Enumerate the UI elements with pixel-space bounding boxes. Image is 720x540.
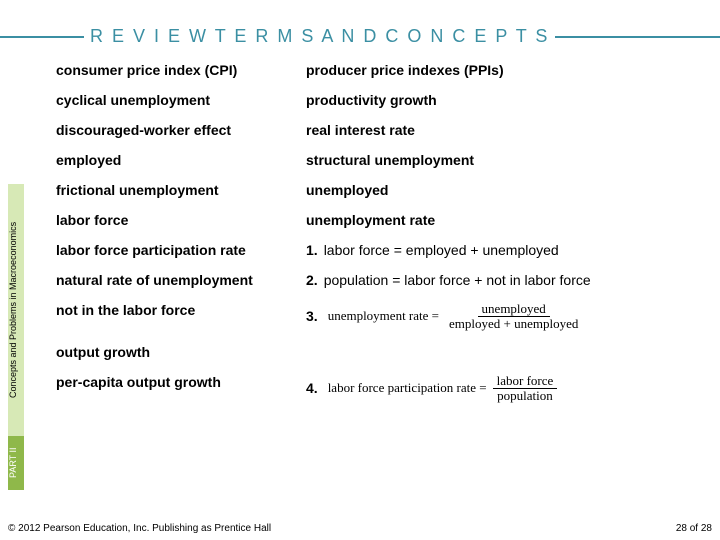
definition-number: 4. [306,380,318,396]
term-right: unemployed [306,182,692,198]
definition: 2. population = labor force + not in lab… [306,272,692,288]
definition-number: 1. [306,242,318,258]
terms-row: labor force unemployment rate [56,212,692,228]
formula-denominator: employed + unemployed [445,317,582,331]
formula-lhs: labor force participation rate = [328,380,487,396]
terms-row: output growth [56,344,692,360]
title-bar: R E V I E W T E R M S A N D C O N C E P … [0,0,720,47]
term-right: real interest rate [306,122,692,138]
term-left: employed [56,152,306,168]
term-left: discouraged-worker effect [56,122,306,138]
slide-page: R E V I E W T E R M S A N D C O N C E P … [0,0,720,540]
title-rule-right [555,36,720,38]
terms-row: per-capita output growth 4. labor force … [56,374,692,402]
terms-row: labor force participation rate 1. labor … [56,242,692,258]
formula-lhs: unemployment rate = [328,308,439,324]
formula-denominator: population [493,389,557,403]
term-left: frictional unemployment [56,182,306,198]
term-right: productivity growth [306,92,692,108]
formula-fraction: unemployed employed + unemployed [445,302,582,330]
side-ribbon: Concepts and Problems in Macroeconomics … [8,184,24,490]
term-right: producer price indexes (PPIs) [306,62,692,78]
formula-numerator: labor force [493,374,558,389]
page-title: R E V I E W T E R M S A N D C O N C E P … [90,26,549,47]
definition-number: 2. [306,272,318,288]
definition: 3. unemployment rate = unemployed employ… [306,302,692,330]
definition: 4. labor force participation rate = labo… [306,374,692,402]
definition-text: labor force = employed + unemployed [324,242,559,258]
term-left: labor force participation rate [56,242,306,258]
terms-row: discouraged-worker effect real interest … [56,122,692,138]
definition-text: population = labor force + not in labor … [324,272,591,288]
terms-row: cyclical unemployment productivity growt… [56,92,692,108]
formula: unemployment rate = unemployed employed … [328,302,583,330]
term-left: labor force [56,212,306,228]
term-left: per-capita output growth [56,374,306,390]
footer-page-indicator: 28 of 28 [676,523,712,534]
term-left: output growth [56,344,306,360]
term-left: consumer price index (CPI) [56,62,306,78]
terms-row: consumer price index (CPI) producer pric… [56,62,692,78]
side-ribbon-lower: PART II [8,436,24,490]
formula-numerator: unemployed [478,302,550,317]
terms-row: natural rate of unemployment 2. populati… [56,272,692,288]
terms-row: employed structural unemployment [56,152,692,168]
term-right: unemployment rate [306,212,692,228]
term-right: structural unemployment [306,152,692,168]
title-rule-left [0,36,84,38]
definition-number: 3. [306,308,318,324]
terms-row: not in the labor force 3. unemployment r… [56,302,692,330]
formula-fraction: labor force population [493,374,558,402]
terms-grid: consumer price index (CPI) producer pric… [56,62,692,417]
footer: © 2012 Pearson Education, Inc. Publishin… [8,523,712,534]
terms-row: frictional unemployment unemployed [56,182,692,198]
side-ribbon-upper: Concepts and Problems in Macroeconomics [8,184,24,436]
term-left: natural rate of unemployment [56,272,306,288]
term-left: cyclical unemployment [56,92,306,108]
formula: labor force participation rate = labor f… [328,374,558,402]
definition: 1. labor force = employed + unemployed [306,242,692,258]
footer-copyright: © 2012 Pearson Education, Inc. Publishin… [8,523,271,534]
term-left: not in the labor force [56,302,306,318]
